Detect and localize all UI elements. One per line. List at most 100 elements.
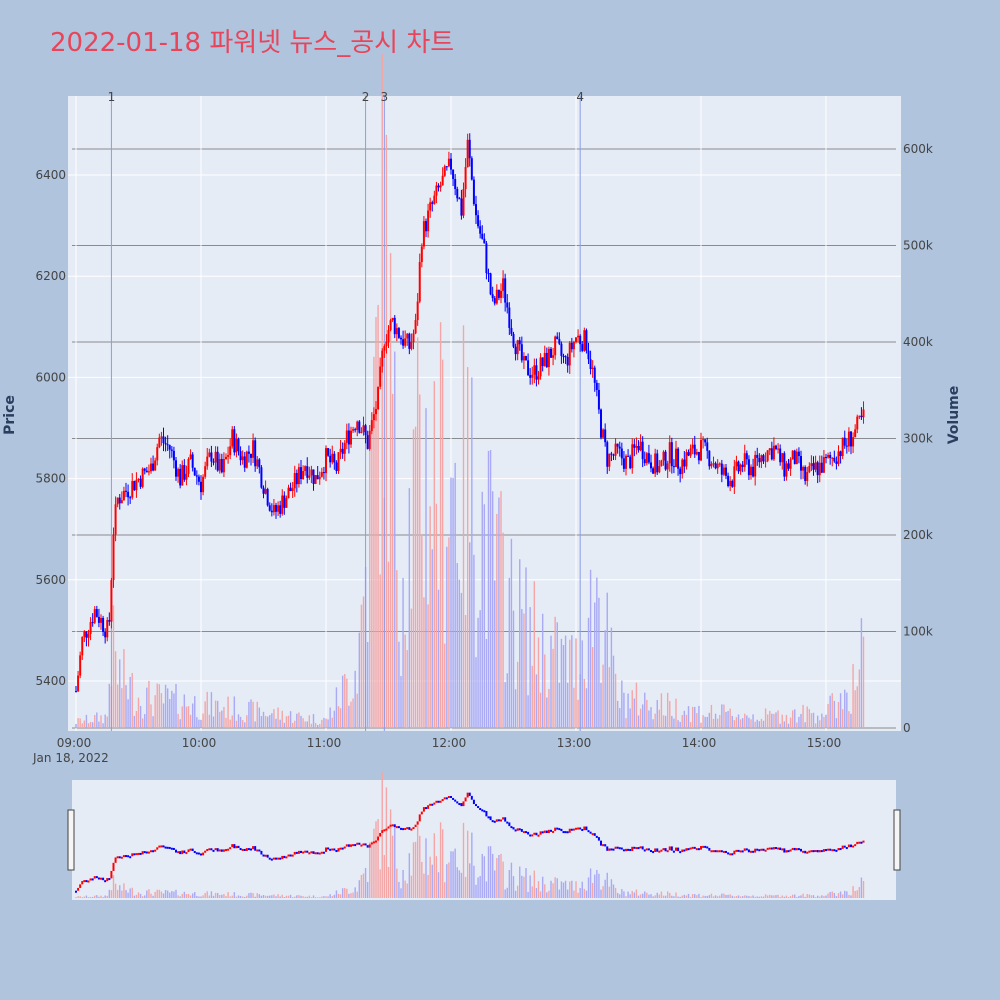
mini-candle — [320, 851, 323, 854]
mini-volume-bar — [829, 891, 831, 898]
candle-body — [283, 495, 286, 508]
mini-candle — [162, 845, 165, 848]
mini-volume-bar — [577, 892, 579, 898]
candle-body — [414, 320, 417, 334]
mini-volume-bar — [123, 883, 125, 898]
volume-bar — [129, 676, 131, 728]
event-marker-label: 4 — [576, 90, 584, 104]
candle-body — [852, 437, 855, 447]
candle-body — [645, 453, 648, 464]
mini-volume-bar — [96, 895, 98, 898]
candle-body — [791, 450, 794, 460]
candle-body — [654, 453, 657, 474]
mini-volume-bar — [150, 893, 152, 898]
mini-volume-bar — [602, 886, 604, 898]
candle-body — [493, 298, 496, 304]
candle-body — [300, 467, 302, 480]
mini-volume-bar — [389, 809, 392, 898]
mini-candle — [787, 850, 790, 853]
candle-body — [725, 467, 727, 476]
mini-candle — [197, 852, 200, 855]
mini-candle — [741, 850, 744, 853]
mini-candle — [654, 848, 657, 853]
mini-candle — [745, 848, 748, 851]
mini-candle — [672, 850, 675, 853]
volume-bar — [508, 577, 511, 728]
volume-bar — [214, 700, 217, 728]
volume-bar — [791, 710, 794, 728]
volume-bar — [202, 713, 204, 728]
volume-bar — [810, 713, 813, 728]
mini-volume-bar — [277, 894, 279, 898]
volume-bar — [154, 695, 156, 728]
volume-bar — [416, 337, 419, 728]
mini-volume-bar — [302, 896, 304, 898]
range-slider-left-handle[interactable] — [67, 809, 75, 871]
candle-body — [622, 458, 625, 469]
candle-body — [272, 505, 275, 513]
volume-bar — [185, 706, 188, 728]
mini-candle — [397, 826, 400, 829]
mini-candle — [160, 845, 163, 848]
candle-body — [208, 452, 211, 457]
candle-body — [383, 346, 386, 351]
volume-bar — [569, 639, 571, 728]
mini-volume-bar — [758, 896, 761, 898]
mini-volume-bar — [685, 895, 688, 898]
mini-candle — [829, 848, 832, 851]
mini-volume-bar — [166, 890, 169, 898]
volume-bar — [225, 717, 227, 728]
mini-volume-bar — [785, 895, 788, 898]
range-slider-right-handle[interactable] — [893, 809, 901, 871]
mini-volume-bar — [194, 892, 196, 898]
volume-bars — [75, 54, 865, 729]
volume-bar — [162, 703, 165, 728]
mini-volume-bar — [683, 894, 686, 898]
volume-bar — [633, 698, 636, 728]
candle-body — [310, 469, 313, 476]
volume-bar — [679, 721, 681, 728]
mini-candle — [412, 827, 415, 830]
candle-body — [212, 461, 215, 463]
candle-body — [697, 452, 700, 461]
mini-volume-bar — [816, 895, 819, 898]
mini-volume-bar — [596, 869, 598, 898]
candle-body — [293, 473, 296, 489]
mini-candle — [818, 850, 821, 853]
candle-body — [139, 478, 142, 487]
mini-volume-bar — [675, 892, 677, 898]
mini-candle — [235, 845, 238, 849]
candle-body — [581, 344, 584, 351]
volume-bar — [704, 716, 706, 728]
candle-body — [731, 480, 734, 487]
volume-bar — [285, 716, 288, 728]
volume-bar — [266, 716, 269, 728]
candle-body — [170, 449, 173, 451]
volume-bar — [273, 709, 275, 728]
volume-bar — [808, 709, 811, 728]
mini-volume-bar — [519, 866, 521, 898]
mini-candle — [568, 828, 571, 833]
mini-candle — [225, 849, 227, 852]
mini-candle — [139, 852, 142, 855]
candle-body — [445, 166, 448, 168]
volume-bar — [498, 497, 500, 728]
volume-bar — [212, 716, 215, 728]
mini-volume-bar — [562, 882, 565, 898]
candle-body — [341, 448, 344, 454]
volume-bar — [187, 706, 190, 728]
mini-candle — [827, 848, 830, 851]
mini-volume-bar — [779, 897, 781, 898]
mini-candle — [643, 849, 646, 852]
mini-candle — [185, 852, 188, 855]
volume-bar — [700, 722, 702, 728]
mini-volume-bar — [235, 896, 238, 898]
volume-bar — [98, 721, 100, 728]
volume-bar — [494, 580, 496, 728]
volume-bar — [291, 722, 294, 728]
mini-candle — [831, 849, 834, 852]
mini-candle — [752, 850, 755, 853]
volume-bar — [491, 491, 494, 728]
volume-bar — [387, 561, 390, 728]
